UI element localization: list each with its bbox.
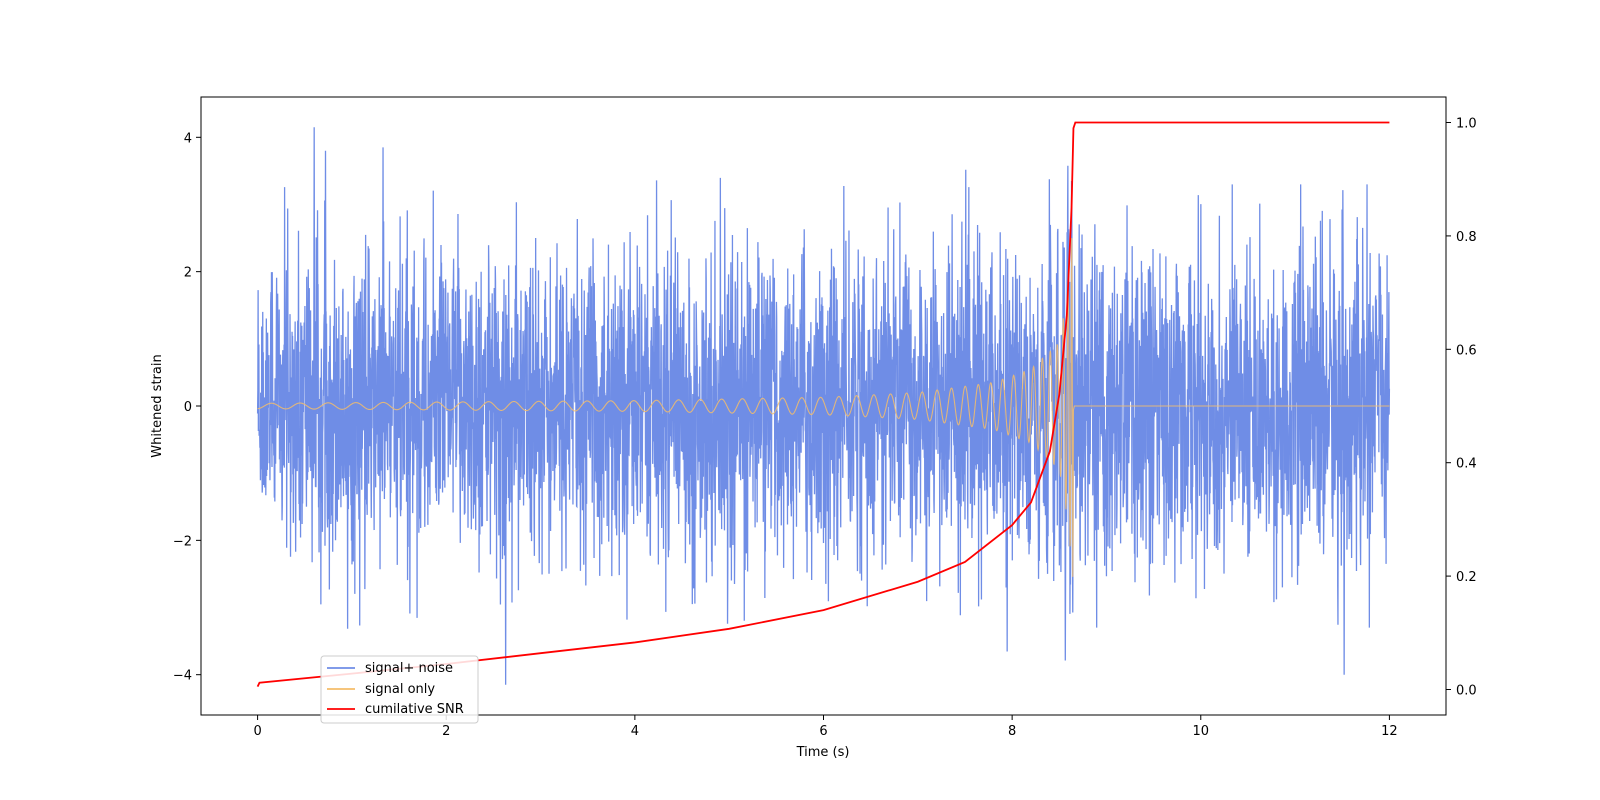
y-tick-label: −2 bbox=[173, 534, 192, 549]
y2-tick-label: 1.0 bbox=[1456, 117, 1477, 132]
y-axis-label: Whitened strain bbox=[150, 354, 165, 457]
legend-label-cumulative-snr: cumilative SNR bbox=[365, 702, 464, 717]
x-axis-label: Time (s) bbox=[796, 745, 850, 760]
legend-label-signal-only: signal only bbox=[365, 682, 435, 697]
y2-tick-label: 0.2 bbox=[1456, 570, 1477, 585]
legend: signal+ noise signal only cumilative SNR bbox=[320, 655, 479, 724]
y-axis-left: −4 −2 0 2 4 bbox=[173, 131, 201, 684]
x-tick-label: 4 bbox=[631, 724, 639, 739]
y2-tick-label: 0.0 bbox=[1456, 683, 1477, 698]
legend-box bbox=[320, 655, 479, 724]
y-tick-label: −4 bbox=[173, 669, 192, 684]
series-signal-only bbox=[257, 238, 1390, 577]
x-tick-label: 0 bbox=[253, 724, 261, 739]
y-axis-right: 0.0 0.2 0.4 0.6 0.8 1.0 bbox=[1446, 117, 1477, 698]
y-tick-label: 4 bbox=[184, 131, 192, 146]
y-tick-label: 2 bbox=[184, 266, 192, 281]
y2-tick-label: 0.8 bbox=[1456, 230, 1477, 245]
x-tick-label: 12 bbox=[1381, 724, 1398, 739]
y2-tick-label: 0.6 bbox=[1456, 343, 1477, 358]
x-tick-label: 8 bbox=[1008, 724, 1016, 739]
series-signal-noise bbox=[256, 127, 1391, 685]
y2-tick-label: 0.4 bbox=[1456, 457, 1477, 472]
legend-label-signal-noise: signal+ noise bbox=[365, 661, 453, 676]
x-tick-label: 10 bbox=[1192, 724, 1209, 739]
x-tick-label: 6 bbox=[819, 724, 827, 739]
x-tick-label: 2 bbox=[442, 724, 450, 739]
x-axis: 0 2 4 6 8 10 12 bbox=[253, 715, 1398, 739]
y-tick-label: 0 bbox=[184, 400, 192, 415]
